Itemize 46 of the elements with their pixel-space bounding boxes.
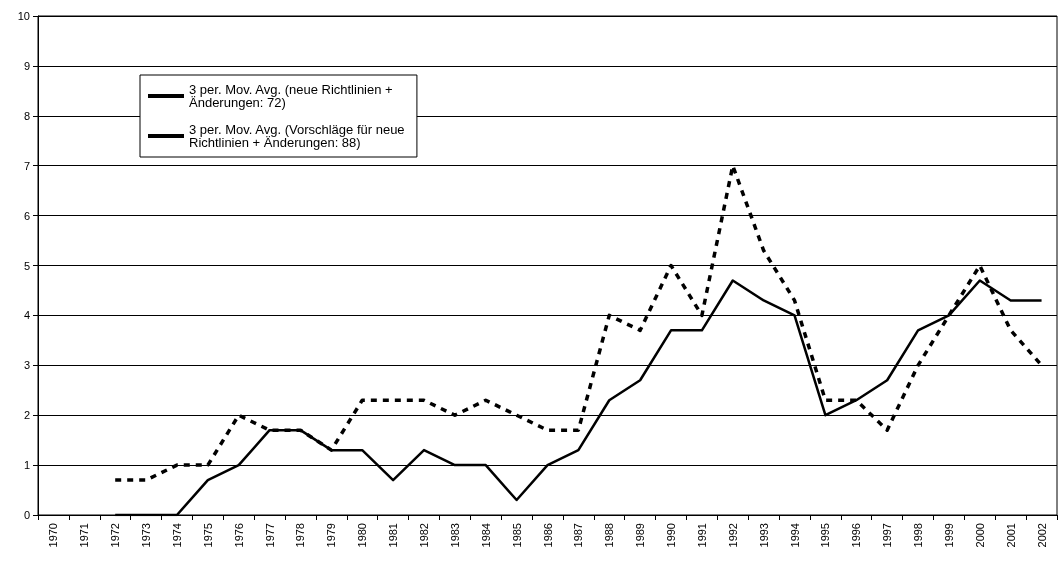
x-tick-label: 1974 [170, 523, 183, 548]
x-tick-label: 1981 [387, 523, 400, 548]
y-tick-label: 9 [23, 59, 30, 72]
y-tick-label: 10 [17, 10, 30, 22]
x-tick-label: 1999 [942, 523, 955, 548]
x-tick-label: 2000 [973, 523, 986, 548]
y-tick-label: 7 [23, 159, 30, 172]
y-tick-label: 3 [23, 359, 30, 372]
y-tick-label: 1 [23, 459, 30, 472]
x-tick-label: 1997 [881, 523, 894, 548]
x-tick-label: 1986 [541, 523, 554, 548]
x-tick-label: 1987 [572, 523, 585, 548]
x-tick-label: 1970 [47, 523, 60, 548]
x-tick-label: 1996 [850, 523, 863, 548]
x-tick-label: 1978 [294, 523, 307, 548]
x-tick-label: 1971 [78, 523, 91, 548]
legend-label: 3 per. Mov. Avg. (neue Richtlinien + Änderungen: 72) [189, 82, 397, 110]
y-tick-label: 6 [23, 209, 30, 222]
x-tick-label: 1977 [263, 523, 276, 548]
x-tick-label: 1975 [201, 523, 214, 548]
x-tick-label: 1980 [356, 523, 369, 548]
x-tick-label: 1983 [448, 523, 461, 548]
x-tick-label: 1989 [634, 523, 647, 548]
x-tick-label: 1972 [109, 523, 122, 548]
legend-label: 3 per. Mov. Avg. (Vorschläge für neue Richtlinien + Änderungen: 88) [189, 122, 409, 150]
x-tick-label: 1985 [510, 523, 523, 548]
x-tick-label: 1976 [232, 523, 245, 548]
x-tick-label: 1993 [757, 523, 770, 548]
x-tick-label: 1991 [695, 523, 708, 548]
x-tick-label: 1998 [912, 523, 925, 548]
x-tick-label: 1973 [140, 523, 153, 548]
x-tick-label: 1988 [603, 523, 616, 548]
y-tick-label: 0 [23, 509, 30, 521]
x-tick-label: 2002 [1035, 523, 1048, 548]
x-tick-label: 1979 [325, 523, 338, 548]
x-tick-label: 1995 [819, 523, 832, 548]
y-tick-label: 8 [23, 109, 30, 122]
y-tick-label: 2 [23, 409, 30, 422]
x-tick-label: 1994 [788, 523, 801, 548]
x-tick-label: 1984 [479, 523, 492, 548]
x-tick-label: 2001 [1004, 523, 1017, 548]
x-tick-label: 1982 [417, 523, 430, 548]
x-tick-label: 1992 [726, 523, 739, 548]
y-tick-label: 5 [23, 259, 30, 272]
y-tick-label: 4 [23, 309, 30, 322]
x-tick-label: 1990 [665, 523, 678, 548]
